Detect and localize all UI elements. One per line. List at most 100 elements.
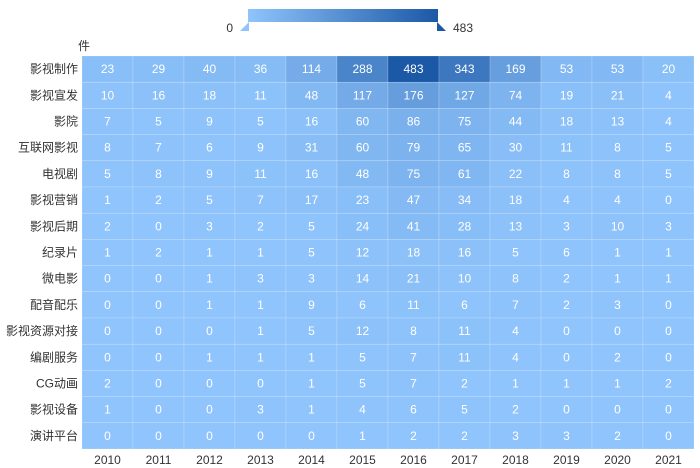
heatmap-cell[interactable] [132, 212, 185, 240]
heatmap-cell[interactable] [387, 134, 440, 162]
heatmap-cell[interactable] [540, 291, 593, 319]
heatmap-cell[interactable] [234, 186, 287, 214]
heatmap-cell[interactable] [81, 212, 134, 240]
heatmap-cell[interactable] [285, 291, 338, 319]
heatmap-cell[interactable] [285, 396, 338, 424]
heatmap-cell[interactable] [336, 317, 389, 345]
heatmap-cell[interactable] [81, 396, 134, 424]
heatmap-cell[interactable] [642, 134, 695, 162]
heatmap-cell[interactable] [591, 291, 644, 319]
heatmap-cell[interactable] [285, 81, 338, 109]
heatmap-cell[interactable] [642, 422, 695, 450]
heatmap-cell[interactable] [336, 212, 389, 240]
heatmap-cell[interactable] [591, 370, 644, 397]
heatmap-cell[interactable] [540, 370, 593, 397]
heatmap-cell[interactable] [234, 396, 287, 424]
heatmap-cell[interactable] [489, 265, 542, 293]
heatmap-cell[interactable] [387, 343, 440, 371]
heatmap-cell[interactable] [336, 343, 389, 371]
heatmap-cell[interactable] [540, 55, 593, 83]
heatmap-cell[interactable] [132, 396, 185, 424]
heatmap-cell[interactable] [132, 265, 185, 293]
heatmap-cell[interactable] [183, 108, 236, 135]
heatmap-cell[interactable] [81, 160, 134, 188]
heatmap-cell[interactable] [285, 370, 338, 397]
heatmap-cell[interactable] [540, 134, 593, 162]
heatmap-cell[interactable] [438, 186, 491, 214]
heatmap-cell[interactable] [132, 317, 185, 345]
heatmap-cell[interactable] [387, 317, 440, 345]
heatmap-cell[interactable] [438, 291, 491, 319]
heatmap-cell[interactable] [234, 134, 287, 162]
heatmap-cell[interactable] [642, 239, 695, 266]
heatmap-cell[interactable] [183, 212, 236, 240]
heatmap-cell[interactable] [591, 160, 644, 188]
heatmap-cell[interactable] [183, 370, 236, 397]
heatmap-cell[interactable] [234, 55, 287, 83]
heatmap-cell[interactable] [642, 343, 695, 371]
heatmap-cell[interactable] [183, 134, 236, 162]
heatmap-cell[interactable] [183, 265, 236, 293]
heatmap-cell[interactable] [591, 239, 644, 266]
heatmap-cell[interactable] [540, 343, 593, 371]
heatmap-cell[interactable] [642, 317, 695, 345]
heatmap-cell[interactable] [285, 422, 338, 450]
heatmap-cell[interactable] [540, 317, 593, 345]
heatmap-cell[interactable] [489, 186, 542, 214]
heatmap-cell[interactable] [540, 239, 593, 266]
heatmap-cell[interactable] [81, 81, 134, 109]
visual-map-gradient-bar[interactable] [248, 9, 438, 22]
heatmap-cell[interactable] [234, 291, 287, 319]
heatmap-cell[interactable] [642, 55, 695, 83]
heatmap-cell[interactable] [132, 370, 185, 397]
heatmap-cell[interactable] [132, 55, 185, 83]
heatmap-cell[interactable] [132, 160, 185, 188]
heatmap-cell[interactable] [336, 370, 389, 397]
heatmap-cell[interactable] [642, 212, 695, 240]
heatmap-cell[interactable] [81, 265, 134, 293]
heatmap-cell[interactable] [591, 396, 644, 424]
heatmap-cell[interactable] [540, 81, 593, 109]
heatmap-cell[interactable] [642, 108, 695, 135]
heatmap-cell[interactable] [438, 396, 491, 424]
heatmap-cell[interactable] [591, 212, 644, 240]
heatmap-cell[interactable] [540, 212, 593, 240]
visual-map-legend[interactable]: 0 483 [226, 9, 473, 35]
heatmap-cell[interactable] [234, 370, 287, 397]
heatmap-cell[interactable] [642, 265, 695, 293]
heatmap-cell[interactable] [438, 422, 491, 450]
heatmap-cell[interactable] [438, 81, 491, 109]
heatmap-cell[interactable] [489, 317, 542, 345]
heatmap-cell[interactable] [336, 186, 389, 214]
heatmap-cell[interactable] [591, 81, 644, 109]
heatmap-cell[interactable] [642, 291, 695, 319]
heatmap-cell[interactable] [336, 55, 389, 83]
heatmap-cell[interactable] [81, 55, 134, 83]
heatmap-cell[interactable] [540, 396, 593, 424]
heatmap-cell[interactable] [591, 343, 644, 371]
heatmap-cell[interactable] [387, 212, 440, 240]
heatmap-cell[interactable] [183, 160, 236, 188]
heatmap-cell[interactable] [438, 160, 491, 188]
heatmap-cell[interactable] [234, 81, 287, 109]
heatmap-cell[interactable] [234, 239, 287, 266]
heatmap-cell[interactable] [387, 422, 440, 450]
heatmap-cell[interactable] [81, 239, 134, 266]
heatmap-cell[interactable] [438, 370, 491, 397]
heatmap-cell[interactable] [234, 212, 287, 240]
heatmap-cell[interactable] [591, 317, 644, 345]
heatmap-cell[interactable] [540, 186, 593, 214]
heatmap-cell[interactable] [285, 212, 338, 240]
heatmap-cell[interactable] [81, 186, 134, 214]
heatmap-cell[interactable] [591, 134, 644, 162]
heatmap-cell[interactable] [132, 343, 185, 371]
heatmap-cell[interactable] [387, 265, 440, 293]
heatmap-cell[interactable] [234, 422, 287, 450]
heatmap-cell[interactable] [285, 108, 338, 135]
visual-map-low-handle[interactable] [240, 22, 249, 31]
heatmap-cell[interactable] [336, 396, 389, 424]
heatmap-cell[interactable] [234, 317, 287, 345]
heatmap-cell[interactable] [591, 108, 644, 135]
heatmap-cell[interactable] [387, 396, 440, 424]
heatmap-cell[interactable] [438, 317, 491, 345]
